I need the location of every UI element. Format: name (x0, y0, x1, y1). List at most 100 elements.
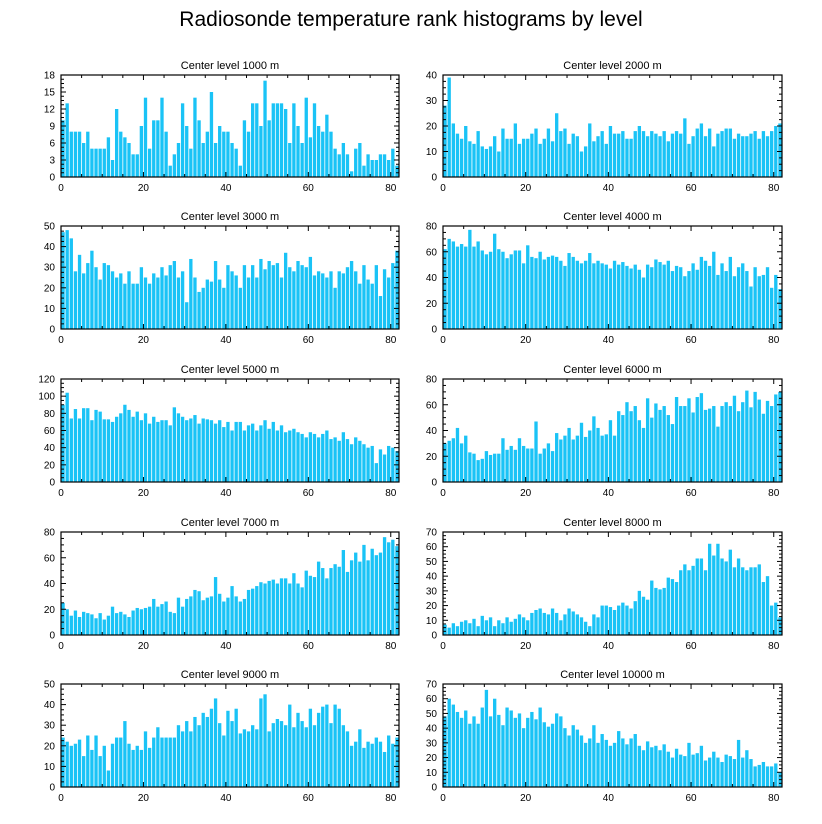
bar (102, 263, 106, 329)
bar (152, 737, 156, 787)
bar (325, 704, 329, 787)
bar (534, 719, 538, 787)
bar (374, 160, 378, 177)
figure-title: Radiosonde temperature rank histograms b… (179, 8, 643, 31)
bar (724, 402, 728, 482)
bar (666, 260, 670, 329)
bar (131, 283, 135, 329)
bar (488, 251, 493, 329)
x-tick-label: 40 (220, 183, 232, 194)
bar (341, 143, 346, 177)
bar (234, 148, 238, 177)
bar (728, 256, 732, 329)
bar (645, 264, 650, 330)
bar (139, 749, 144, 787)
bar (761, 131, 766, 177)
bar (304, 570, 308, 636)
bar (267, 261, 271, 329)
bar (156, 277, 160, 329)
bar (691, 263, 695, 329)
bar (770, 131, 774, 177)
bar (583, 621, 588, 635)
bar (156, 606, 160, 635)
bar (90, 420, 94, 482)
bar (69, 238, 73, 329)
bar (119, 413, 123, 482)
bar (218, 593, 222, 635)
bar (563, 128, 567, 177)
bar (242, 729, 247, 787)
bar (468, 723, 472, 787)
bar (246, 589, 251, 635)
bar (505, 138, 509, 177)
bar (641, 750, 646, 787)
bar (69, 745, 73, 787)
bar (98, 756, 102, 787)
bar (757, 564, 761, 635)
bar (279, 578, 284, 635)
bar (180, 103, 185, 177)
bar (345, 439, 350, 482)
bar (464, 620, 468, 635)
bar (707, 128, 712, 177)
bar (279, 277, 284, 329)
bar (596, 427, 600, 482)
bar (345, 154, 350, 177)
bar (753, 567, 757, 635)
bar (395, 451, 399, 482)
bar (641, 596, 646, 635)
x-tick-label: 0 (440, 488, 446, 499)
bar (160, 97, 164, 177)
bar (168, 425, 172, 482)
bar (387, 160, 391, 177)
y-tick-label: 50 (426, 709, 438, 720)
bar (209, 92, 214, 177)
bar (679, 267, 683, 329)
bar (534, 258, 538, 329)
bar (362, 265, 366, 329)
y-tick-label: 20 (426, 122, 438, 133)
x-tick-label: 60 (685, 793, 697, 804)
bar (312, 725, 317, 787)
bar (451, 123, 455, 177)
bar (732, 138, 737, 177)
bar (699, 745, 704, 787)
bar (493, 453, 497, 482)
bar (139, 420, 144, 482)
y-tick-label: 40 (426, 273, 438, 284)
bar (559, 439, 563, 482)
bar (443, 716, 447, 787)
bar (222, 287, 226, 329)
bar (600, 605, 604, 635)
x-tick-label: 40 (220, 488, 232, 499)
bar (517, 250, 522, 329)
bar (180, 271, 185, 329)
bar (209, 708, 214, 787)
bar (94, 148, 98, 177)
bar (238, 421, 242, 482)
bar (526, 620, 530, 635)
bar (197, 120, 201, 177)
bar (691, 412, 695, 482)
bar (683, 276, 687, 329)
bar (180, 416, 185, 482)
bar (741, 263, 745, 329)
bar (550, 141, 555, 177)
x-tick-label: 0 (440, 335, 446, 346)
bar (234, 275, 238, 329)
x-tick-label: 40 (220, 793, 232, 804)
bar (501, 438, 505, 482)
bar (329, 439, 333, 482)
bar (366, 279, 370, 329)
bar (707, 543, 712, 635)
bar (645, 599, 650, 635)
bar (509, 710, 513, 787)
histogram-panel-7: Center level 7000 m 0 20 40 60 80 0 20 40 60 80 (44, 517, 400, 652)
bar (517, 438, 522, 482)
y-tick-label: 60 (426, 400, 438, 411)
bar (670, 579, 675, 635)
bar (745, 750, 749, 787)
bar (658, 136, 662, 177)
bar (765, 136, 770, 177)
bar (366, 154, 370, 177)
